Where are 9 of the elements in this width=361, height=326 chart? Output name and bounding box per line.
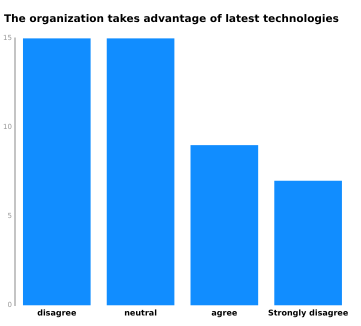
x-tick-label: disagree bbox=[37, 308, 77, 318]
bar bbox=[190, 145, 258, 306]
x-tick-label: Strongly disagree bbox=[268, 308, 349, 318]
bar bbox=[22, 38, 91, 306]
x-tick-label: neutral bbox=[124, 308, 158, 318]
x-tick-label: agree bbox=[211, 308, 238, 318]
bar bbox=[106, 38, 174, 306]
bar bbox=[274, 180, 342, 306]
chart-title: The organization takes advantage of latest technologies bbox=[3, 12, 340, 27]
